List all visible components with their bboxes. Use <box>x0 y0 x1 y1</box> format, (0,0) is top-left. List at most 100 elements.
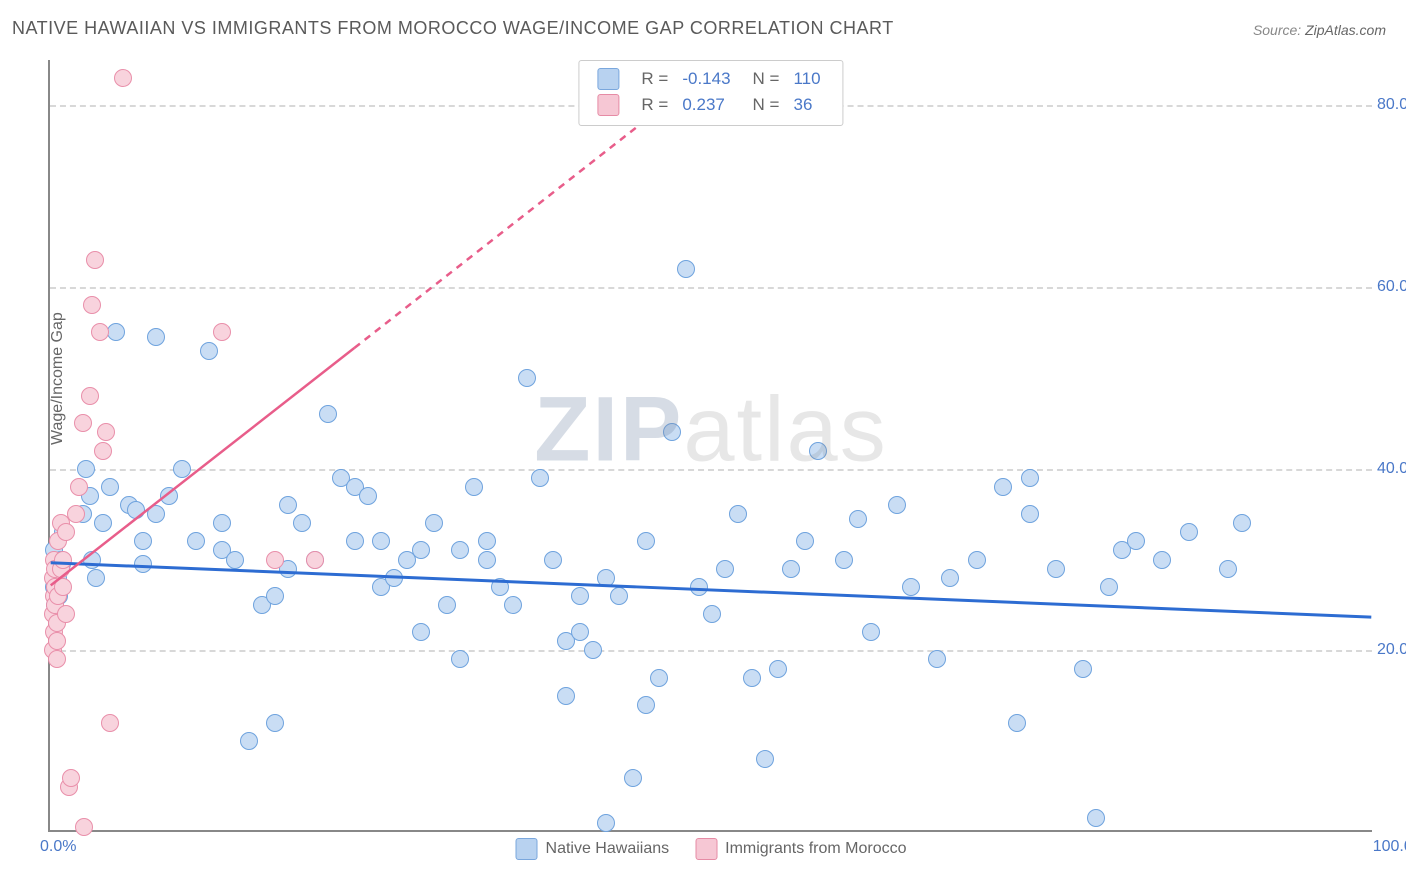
data-point <box>690 578 708 596</box>
r-label: R = <box>635 67 674 91</box>
watermark-part-a: ZIP <box>534 378 683 480</box>
n-value: 110 <box>787 67 826 91</box>
data-point <box>372 532 390 550</box>
data-point <box>1233 514 1251 532</box>
source-credit: Source: ZipAtlas.com <box>1253 22 1386 38</box>
data-point <box>107 323 125 341</box>
y-tick-label: 80.0% <box>1377 96 1406 114</box>
data-point <box>557 687 575 705</box>
series-legend: Native Hawaiians Immigrants from Morocco <box>516 838 907 860</box>
data-point <box>173 460 191 478</box>
data-point <box>1153 551 1171 569</box>
data-point <box>849 510 867 528</box>
data-point <box>902 578 920 596</box>
data-point <box>412 623 430 641</box>
data-point <box>147 505 165 523</box>
legend-swatch <box>516 838 538 860</box>
data-point <box>306 551 324 569</box>
data-point <box>729 505 747 523</box>
y-axis-label: Wage/Income Gap <box>49 312 67 445</box>
data-point <box>1021 505 1039 523</box>
x-tick-label: 0.0% <box>40 838 76 856</box>
data-point <box>70 478 88 496</box>
data-point <box>240 732 258 750</box>
data-point <box>597 814 615 832</box>
trend-lines <box>50 60 1372 830</box>
data-point <box>809 442 827 460</box>
data-point <box>1180 523 1198 541</box>
data-point <box>451 650 469 668</box>
data-point <box>835 551 853 569</box>
data-point <box>425 514 443 532</box>
data-point <box>86 251 104 269</box>
data-point <box>637 532 655 550</box>
data-point <box>544 551 562 569</box>
data-point <box>941 569 959 587</box>
data-point <box>385 569 403 587</box>
data-point <box>62 769 80 787</box>
legend-swatch <box>597 68 619 90</box>
data-point <box>716 560 734 578</box>
data-point <box>127 501 145 519</box>
data-point <box>67 505 85 523</box>
r-label: R = <box>635 93 674 117</box>
chart-plot-area: Wage/Income Gap ZIPatlas R =-0.143N =110… <box>48 60 1372 832</box>
data-point <box>57 605 75 623</box>
data-point <box>478 532 496 550</box>
correlation-row: R =0.237N =36 <box>591 93 826 117</box>
data-point <box>187 532 205 550</box>
data-point <box>293 514 311 532</box>
data-point <box>279 496 297 514</box>
data-point <box>134 532 152 550</box>
data-point <box>412 541 430 559</box>
data-point <box>1219 560 1237 578</box>
watermark-part-b: atlas <box>683 378 887 480</box>
data-point <box>83 296 101 314</box>
legend-label: Native Hawaiians <box>546 840 670 857</box>
data-point <box>756 750 774 768</box>
data-point <box>1087 809 1105 827</box>
data-point <box>571 623 589 641</box>
data-point <box>200 342 218 360</box>
data-point <box>266 714 284 732</box>
data-point <box>650 669 668 687</box>
data-point <box>134 555 152 573</box>
data-point <box>478 551 496 569</box>
legend-label: Immigrants from Morocco <box>725 840 906 857</box>
data-point <box>91 323 109 341</box>
data-point <box>928 650 946 668</box>
legend-swatch <box>695 838 717 860</box>
y-tick-label: 60.0% <box>1377 278 1406 296</box>
legend-item: Native Hawaiians <box>516 838 670 860</box>
data-point <box>97 423 115 441</box>
correlation-row: R =-0.143N =110 <box>591 67 826 91</box>
data-point <box>769 660 787 678</box>
data-point <box>862 623 880 641</box>
gridline <box>50 469 1372 471</box>
data-point <box>83 551 101 569</box>
data-point <box>54 551 72 569</box>
data-point <box>610 587 628 605</box>
data-point <box>94 442 112 460</box>
data-point <box>1074 660 1092 678</box>
data-point <box>518 369 536 387</box>
y-tick-label: 20.0% <box>1377 641 1406 659</box>
data-point <box>213 514 231 532</box>
data-point <box>319 405 337 423</box>
data-point <box>796 532 814 550</box>
data-point <box>677 260 695 278</box>
gridline <box>50 287 1372 289</box>
data-point <box>624 769 642 787</box>
data-point <box>994 478 1012 496</box>
source-label: Source: <box>1253 22 1305 38</box>
data-point <box>1047 560 1065 578</box>
data-point <box>491 578 509 596</box>
data-point <box>101 478 119 496</box>
data-point <box>703 605 721 623</box>
data-point <box>597 569 615 587</box>
data-point <box>504 596 522 614</box>
data-point <box>266 551 284 569</box>
data-point <box>1008 714 1026 732</box>
n-label: N = <box>739 93 786 117</box>
data-point <box>1127 532 1145 550</box>
